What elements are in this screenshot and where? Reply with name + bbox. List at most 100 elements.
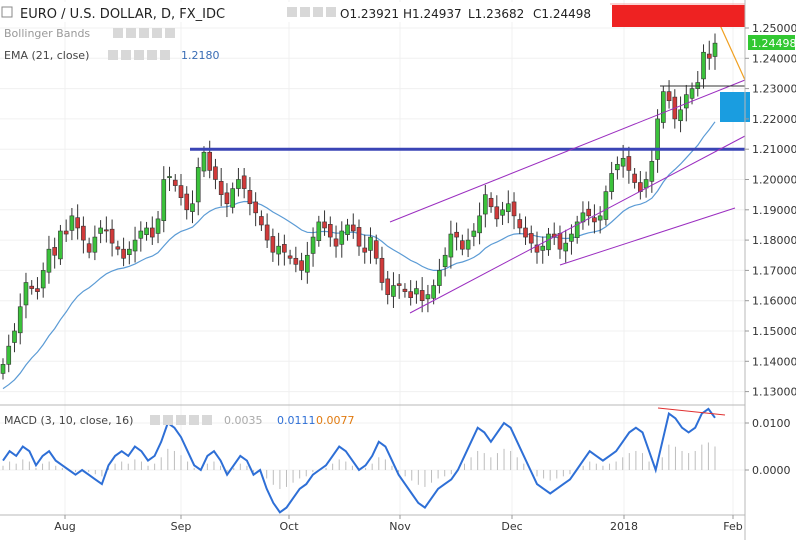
macd-line-layer	[2, 407, 726, 514]
macd-divergence-line	[657, 407, 726, 416]
candle-bull	[620, 157, 626, 167]
candle-bull	[569, 233, 574, 242]
x-tick-label: Sep	[171, 520, 192, 533]
eye-icon[interactable]	[108, 50, 118, 60]
candle-bull	[155, 218, 161, 234]
candle-bear	[35, 288, 40, 292]
candle-bear	[396, 283, 402, 286]
price-axis[interactable]: 1.25000 1.24000 1.23000 1.22000 1.21000 1.200…	[745, 22, 796, 399]
add-icon[interactable]	[313, 7, 323, 17]
candle-bear	[666, 91, 672, 102]
close-icon[interactable]	[160, 50, 170, 60]
time-axis[interactable]: Aug Sep Oct Nov Dec 2018 Feb	[54, 515, 743, 533]
macd-signal-value: 0.0077	[316, 414, 355, 427]
x-tick-label: Dec	[501, 520, 522, 533]
candle-bear	[259, 216, 264, 226]
candle-bull	[230, 188, 235, 208]
eye-icon[interactable]	[287, 7, 297, 17]
candle-bull	[6, 345, 12, 365]
candle-bear	[327, 224, 333, 238]
candle-bear	[454, 231, 459, 238]
candle-bear	[385, 278, 391, 295]
candle-bull	[615, 164, 620, 171]
candle-bear	[511, 201, 517, 217]
candle-bull	[431, 285, 436, 299]
candle-bear	[224, 192, 230, 205]
candles	[0, 33, 718, 380]
settings-icon[interactable]	[163, 415, 173, 425]
macd-tick-label: 0.0100	[752, 417, 791, 430]
macd-pane[interactable]	[2, 407, 726, 514]
bollinger-buttons	[113, 28, 175, 38]
candle-bear	[626, 156, 632, 171]
candle-bull	[127, 248, 132, 255]
candle-bull	[391, 285, 396, 297]
high-value: H1.24937	[403, 7, 462, 21]
bollinger-label: Bollinger Bands	[4, 27, 90, 40]
eye-icon[interactable]	[113, 28, 123, 38]
candle-bull	[132, 239, 138, 252]
remove-icon[interactable]	[189, 415, 199, 425]
candle-bull	[17, 306, 23, 334]
settings-icon[interactable]	[121, 50, 131, 60]
y-tick-label: 1.21000	[752, 143, 796, 156]
collapse-icon[interactable]	[1, 6, 13, 18]
add-icon[interactable]	[139, 28, 149, 38]
y-tick-label: 1.25000	[752, 22, 796, 35]
candle-bear	[86, 243, 92, 253]
macd-axis[interactable]: 0.0100 0.0000	[745, 417, 791, 477]
candle-bear	[287, 255, 293, 259]
candle-bull	[339, 230, 345, 245]
candle-bear	[149, 227, 155, 238]
settings-icon[interactable]	[126, 28, 136, 38]
low-value: L1.23682	[468, 7, 524, 21]
candle-bull	[477, 215, 482, 234]
candle-bear	[264, 224, 270, 241]
candle-bear	[178, 185, 184, 198]
candle-bear	[408, 291, 413, 298]
remove-icon[interactable]	[147, 50, 157, 60]
y-tick-label: 1.13000	[752, 386, 796, 399]
add-icon[interactable]	[176, 415, 186, 425]
candle-bull	[276, 245, 281, 255]
candle-bull	[471, 230, 477, 237]
candle-bear	[523, 227, 528, 238]
candle-bull	[465, 239, 471, 250]
candle-bull	[678, 109, 683, 122]
close-icon[interactable]	[202, 415, 212, 425]
legend-buttons	[287, 7, 336, 17]
candle-bull	[442, 254, 448, 268]
candle-bear	[557, 233, 563, 250]
candle-bull	[236, 179, 241, 189]
candle-bear	[299, 260, 304, 271]
candle-bull	[563, 242, 569, 252]
candle-bear	[29, 285, 35, 289]
y-tick-label: 1.15000	[752, 325, 796, 338]
candle-bear	[488, 197, 494, 208]
candle-bear	[419, 290, 425, 302]
price-pane[interactable]	[0, 3, 750, 390]
close-icon[interactable]	[165, 28, 175, 38]
add-icon[interactable]	[134, 50, 144, 60]
settings-icon[interactable]	[300, 7, 310, 17]
macd-line-value: 0.0111	[277, 414, 316, 427]
candle-bull	[540, 245, 546, 251]
candle-bull	[574, 221, 580, 238]
close-icon[interactable]	[326, 7, 336, 17]
eye-icon[interactable]	[150, 415, 160, 425]
candle-bull	[40, 270, 46, 289]
remove-icon[interactable]	[152, 28, 162, 38]
candle-bull	[144, 227, 149, 235]
close-value: C1.24498	[533, 7, 591, 21]
candle-bull	[483, 194, 488, 215]
candle-bull	[661, 91, 666, 123]
x-tick-label: 2018	[610, 520, 638, 533]
candle-bear	[52, 247, 57, 256]
y-tick-label: 1.14000	[752, 355, 796, 368]
candle-bull	[414, 288, 419, 295]
candle-bear	[218, 181, 224, 195]
candle-bull	[305, 254, 310, 273]
ema-buttons	[108, 50, 170, 60]
candle-bear	[350, 224, 356, 232]
